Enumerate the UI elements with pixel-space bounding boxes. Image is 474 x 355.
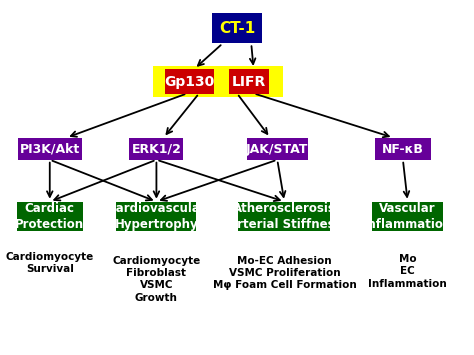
Text: ERK1/2: ERK1/2 (131, 143, 182, 155)
FancyBboxPatch shape (212, 13, 262, 43)
Text: CT-1: CT-1 (219, 21, 255, 36)
FancyBboxPatch shape (153, 66, 283, 97)
FancyBboxPatch shape (17, 202, 82, 231)
FancyBboxPatch shape (238, 202, 330, 231)
Text: Atherosclerosis
Arterial Stiffness: Atherosclerosis Arterial Stiffness (228, 202, 341, 231)
Text: JAK/STAT: JAK/STAT (246, 143, 309, 155)
FancyBboxPatch shape (229, 69, 269, 94)
Text: Cardiovascular
Hypertrophy: Cardiovascular Hypertrophy (107, 202, 206, 231)
Text: Mo
EC
Inflammation: Mo EC Inflammation (368, 254, 447, 289)
FancyBboxPatch shape (165, 69, 214, 94)
FancyBboxPatch shape (246, 138, 308, 160)
Text: LIFR: LIFR (232, 75, 266, 89)
Text: Cardiomyocyte
Survival: Cardiomyocyte Survival (6, 252, 94, 274)
Text: Cardiomyocyte
Fibroblast
VSMC
Growth: Cardiomyocyte Fibroblast VSMC Growth (112, 256, 201, 303)
FancyBboxPatch shape (374, 138, 431, 160)
Text: PI3K/Akt: PI3K/Akt (19, 143, 80, 155)
Text: Vascular
Inflammation: Vascular Inflammation (364, 202, 452, 231)
Text: Gp130: Gp130 (164, 75, 215, 89)
FancyBboxPatch shape (129, 138, 183, 160)
FancyBboxPatch shape (18, 138, 82, 160)
Text: Mo-EC Adhesion
VSMC Proliferation
Mφ Foam Cell Formation: Mo-EC Adhesion VSMC Proliferation Mφ Foa… (212, 256, 356, 290)
Text: NF-κB: NF-κB (382, 143, 424, 155)
FancyBboxPatch shape (373, 202, 443, 231)
FancyBboxPatch shape (117, 202, 196, 231)
Text: Cardiac
Protection: Cardiac Protection (15, 202, 84, 231)
